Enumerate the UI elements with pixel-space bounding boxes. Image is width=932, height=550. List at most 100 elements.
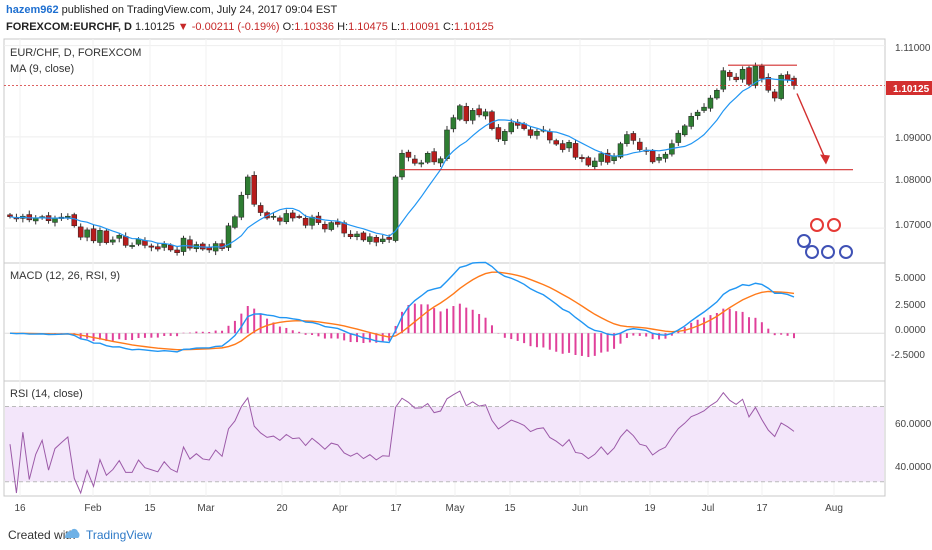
candle-body [174, 249, 180, 253]
candle-body [418, 162, 425, 165]
publish-line: hazem962 published on TradingView.com, J… [6, 4, 337, 16]
price-tick: 1.09000 [895, 133, 932, 144]
time-tick: 15 [144, 503, 156, 514]
candle-body [617, 143, 624, 158]
time-tick: 17 [756, 503, 768, 514]
high-value: 1.10475 [348, 21, 388, 33]
macd-line [9, 261, 795, 353]
candle-body [559, 143, 566, 150]
rsi-line [9, 390, 795, 495]
price-tick: 1.08000 [895, 175, 932, 186]
candle-body [720, 70, 727, 90]
macd-series [4, 261, 885, 358]
candle-body [694, 111, 701, 116]
candle-body [508, 122, 514, 133]
candle-body [302, 217, 309, 226]
candle-body [547, 131, 553, 141]
macd-tick: -2.5000 [891, 350, 925, 361]
time-tick: 20 [276, 503, 288, 514]
created-with-text: Created with [8, 528, 76, 542]
candle-body [225, 225, 232, 248]
candle-body [399, 152, 405, 178]
candle-body [290, 212, 296, 219]
candle-body [84, 229, 90, 238]
candle-body [245, 176, 251, 195]
time-tick: Mar [197, 503, 215, 514]
candle-body [334, 221, 341, 225]
macd-axis: 5.0000 2.5000 0.0000 -2.5000 [891, 273, 926, 361]
time-tick: 16 [14, 503, 26, 514]
trend-lines [4, 64, 885, 171]
candle-body [65, 215, 71, 218]
candle-body [97, 230, 103, 243]
rsi-band-fill [5, 406, 884, 482]
candle-body [630, 133, 637, 141]
candle-body [424, 152, 431, 163]
time-tick: May [446, 503, 465, 514]
event-badge-icon [810, 218, 824, 232]
candle-body [296, 216, 302, 218]
symbol-line: FOREXCOM:EURCHF, D 1.10125 ▼ -0.00211 (-… [6, 21, 494, 33]
arrow-head-icon [820, 154, 830, 165]
candle-body [649, 150, 656, 163]
time-tick: 19 [644, 503, 656, 514]
candle-body [585, 157, 592, 166]
candle-body [534, 131, 540, 136]
candle-body [270, 215, 277, 218]
candle-body [489, 111, 495, 129]
rsi-tick: 40.0000 [895, 462, 932, 473]
candle-body [553, 140, 559, 145]
event-badge-icon [827, 218, 841, 232]
macd-legend: MACD (12, 26, RSI, 9) [10, 270, 120, 282]
candle-body [598, 153, 604, 162]
candle-body [122, 236, 129, 246]
signal-line [9, 271, 795, 351]
candle-body [187, 239, 193, 249]
candle-body [77, 226, 84, 238]
rsi-series [9, 390, 795, 495]
last-price-tag-text: 1.10125 [893, 84, 930, 95]
footer: Created with TradingView [0, 520, 932, 550]
forecast-arrow [796, 93, 827, 161]
event-badge-icon [839, 245, 853, 259]
candle-body [624, 134, 630, 144]
candle-body [328, 222, 335, 230]
candle-body [450, 117, 457, 130]
candle-body [469, 110, 476, 121]
candle-body [662, 153, 669, 159]
time-tick: Jun [572, 503, 588, 514]
candle-body [148, 245, 155, 248]
candle-body [463, 106, 470, 122]
price-tick: 1.07000 [895, 220, 932, 231]
price-change: -0.00211 (-0.19%) [191, 21, 280, 33]
event-badges[interactable] [797, 218, 853, 259]
chart-header: hazem962 published on TradingView.com, J… [0, 0, 932, 38]
candle-body [167, 244, 174, 251]
macd-pane[interactable] [3, 262, 886, 382]
candle-body [784, 74, 791, 81]
tradingview-brand[interactable]: TradingView [86, 528, 153, 542]
candle-body [367, 236, 373, 242]
candle-body [277, 217, 283, 222]
candle-body [656, 157, 662, 161]
candle-body [405, 151, 412, 158]
author-link[interactable]: hazem962 [6, 4, 59, 16]
candle-body [752, 65, 759, 86]
candle-body [733, 76, 739, 81]
price-pane-title: EUR/CHF, D, FOREXCOM [10, 47, 141, 59]
time-axis: 16 Feb 15 Mar 20 Apr 17 May 15 Jun 19 Ju… [14, 503, 842, 514]
candle-body [386, 237, 392, 240]
macd-tick: 0.0000 [895, 325, 926, 336]
open-label: O: [282, 21, 295, 33]
ma-line [9, 77, 795, 248]
symbol-name: FOREXCOM:EURCHF, D [6, 21, 132, 33]
ma-legend: MA (9, close) [10, 63, 74, 75]
last-price: 1.10125 [134, 21, 175, 33]
candle-body [142, 240, 148, 246]
candle-body [592, 160, 598, 167]
candle-body [746, 67, 752, 85]
event-badge-icon [797, 234, 811, 248]
candle-body [714, 90, 720, 99]
chart-area[interactable]: EUR/CHF, D, FOREXCOM MA (9, close) MACD … [0, 38, 932, 520]
candle-body [707, 97, 714, 109]
